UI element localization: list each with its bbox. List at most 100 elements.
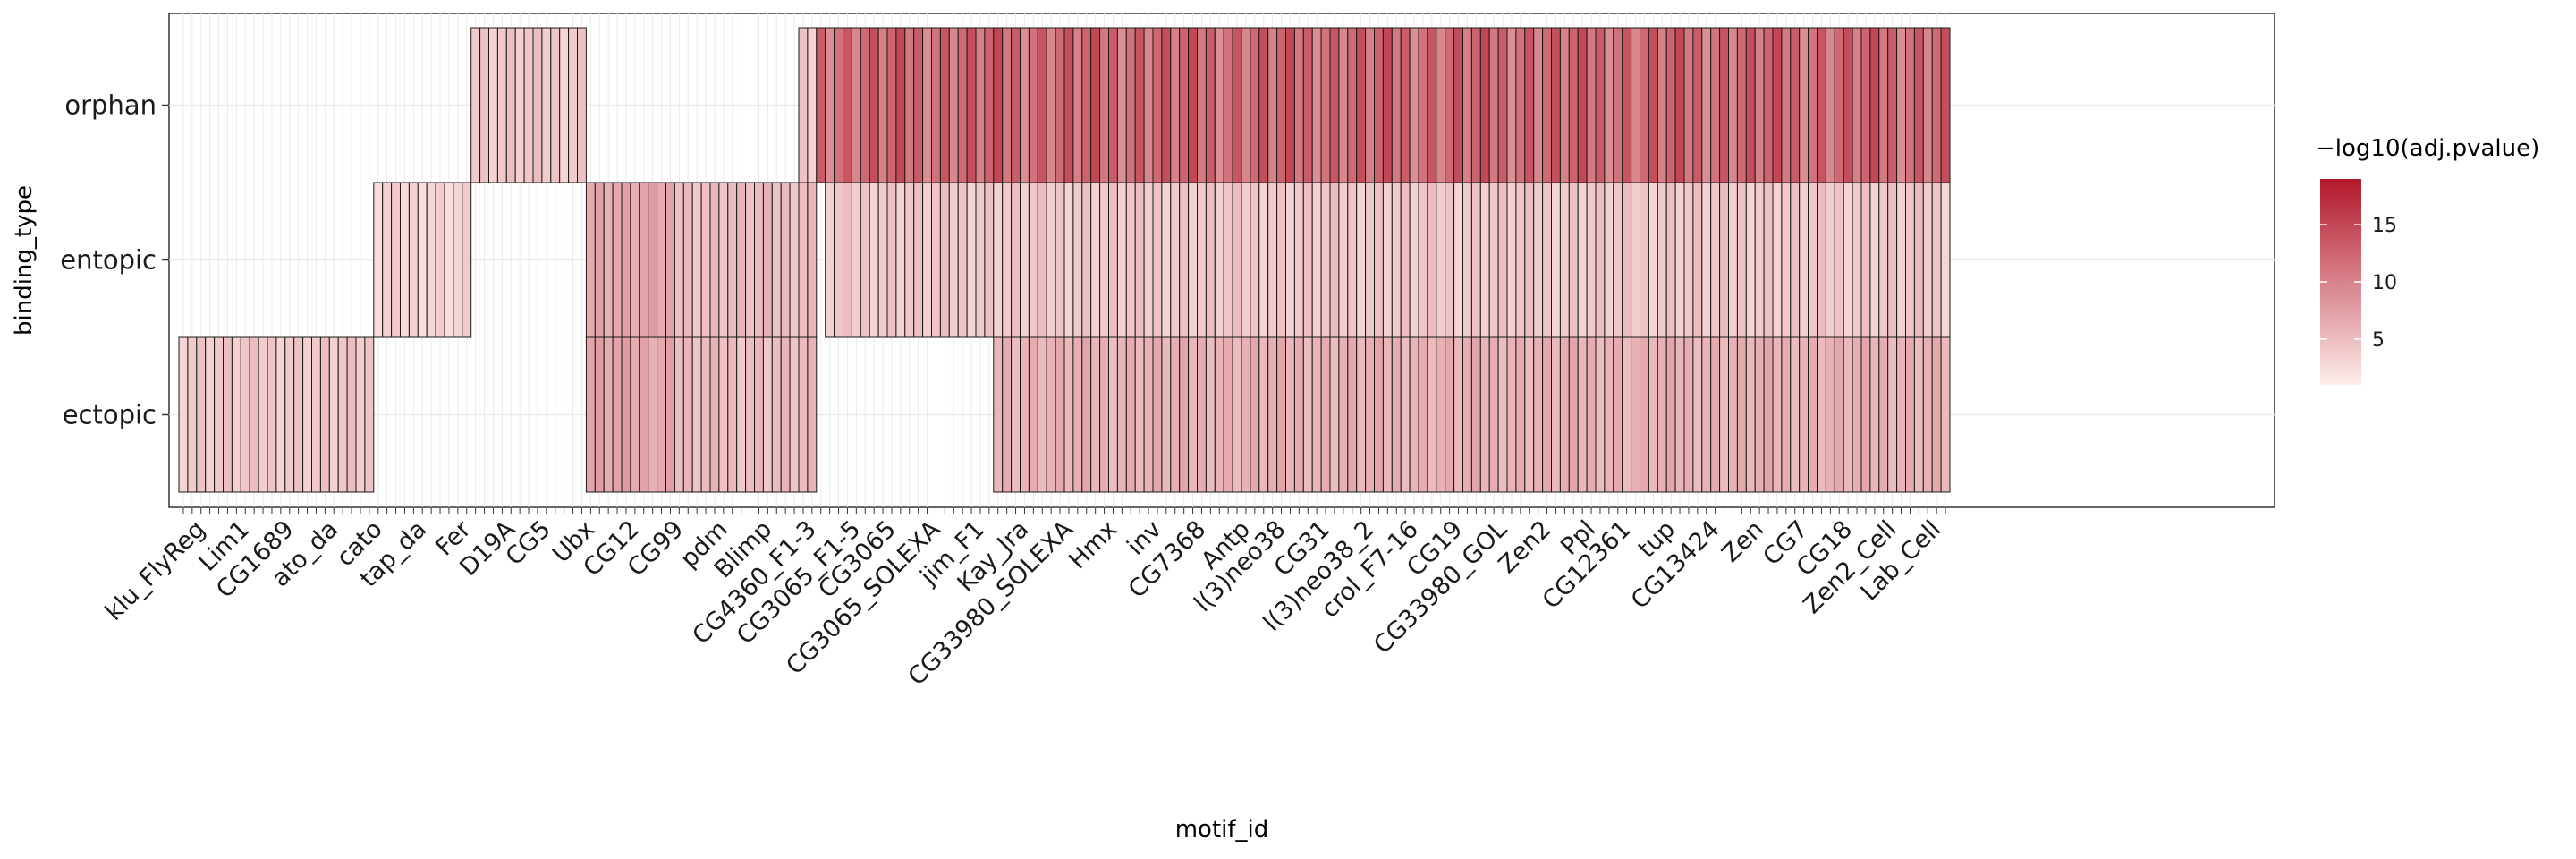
heatmap-cell (612, 336, 623, 493)
heatmap-cell (1479, 27, 1490, 183)
heatmap-cell (1320, 27, 1331, 183)
heatmap-cell (1781, 336, 1792, 493)
heatmap-cell (993, 182, 1004, 338)
heatmap-cell (1400, 182, 1411, 338)
heatmap-cell (1063, 27, 1074, 183)
heatmap-cell (1683, 182, 1694, 338)
heatmap-cell (435, 182, 445, 338)
heatmap-cell (1356, 336, 1367, 493)
heatmap-cell (1533, 336, 1544, 493)
heatmap-cell (1046, 182, 1056, 338)
heatmap-cell (1356, 182, 1367, 338)
heatmap-cell (1241, 27, 1251, 183)
heatmap-cell (1808, 336, 1818, 493)
heatmap-cell (1143, 336, 1154, 493)
heatmap-cell (807, 27, 818, 183)
heatmap-cell (957, 182, 968, 338)
heatmap-cell (754, 336, 764, 493)
heatmap-cell (1329, 336, 1340, 493)
heatmap-cell (1436, 182, 1446, 338)
heatmap-cell (1772, 336, 1783, 493)
heatmap-cell (1427, 336, 1437, 493)
heatmap-cell (1701, 336, 1712, 493)
heatmap-cell (825, 182, 835, 338)
heatmap-cell (1453, 182, 1463, 338)
heatmap-cell (798, 336, 809, 493)
heatmap-cell (798, 27, 809, 183)
heatmap-cell (843, 27, 852, 183)
heatmap-cell (1674, 27, 1685, 183)
heatmap-cell (1090, 27, 1101, 183)
heatmap-cell (417, 182, 428, 338)
heatmap-cell (1453, 27, 1463, 183)
heatmap-cell (1214, 27, 1224, 183)
heatmap-cell (1648, 27, 1658, 183)
heatmap-cell (1267, 182, 1278, 338)
heatmap-cell (1551, 336, 1561, 493)
heatmap-cell (1028, 182, 1038, 338)
heatmap-cell (1488, 27, 1499, 183)
heatmap-cell (1258, 182, 1269, 338)
heatmap-cell (1055, 27, 1065, 183)
heatmap-cell (745, 336, 755, 493)
heatmap-cell (1631, 182, 1640, 338)
heatmap-cell (267, 336, 277, 493)
heatmap-cell (1772, 182, 1783, 338)
y-axis-title: binding_type (11, 185, 38, 336)
heatmap-cell (895, 27, 906, 183)
heatmap-cell (754, 182, 764, 338)
heatmap-cell (1258, 27, 1269, 183)
heatmap-cell (1692, 182, 1703, 338)
heatmap-cell (939, 182, 950, 338)
heatmap-cell (1817, 27, 1826, 183)
heatmap-cell (1320, 182, 1331, 338)
heatmap-cell (1808, 27, 1818, 183)
heatmap-cell (869, 27, 879, 183)
heatmap-cell (700, 182, 711, 338)
heatmap-cell (682, 336, 693, 493)
heatmap-cell (258, 336, 268, 493)
heatmap-cell (1515, 27, 1526, 183)
heatmap-cell (1763, 182, 1774, 338)
heatmap-cell (1188, 27, 1198, 183)
heatmap-cell (382, 182, 393, 338)
heatmap-cell (1382, 182, 1393, 338)
heatmap-cell (1293, 182, 1304, 338)
heatmap-cell (807, 336, 818, 493)
heatmap-cell (1037, 336, 1047, 493)
heatmap-cell (762, 336, 773, 493)
y-tick-label: entopic (60, 245, 157, 276)
heatmap-cell (922, 182, 932, 338)
heatmap-cell (1081, 182, 1092, 338)
heatmap-cell (1719, 27, 1729, 183)
heatmap-cell (957, 27, 968, 183)
heatmap-cell (1479, 336, 1490, 493)
heatmap-cell (1940, 182, 1951, 338)
heatmap-cell (205, 336, 216, 493)
heatmap-cell (1046, 336, 1056, 493)
heatmap-cell (1533, 182, 1544, 338)
heatmap-cell (1665, 182, 1676, 338)
heatmap-cell (1161, 182, 1172, 338)
heatmap-cell (1622, 182, 1632, 338)
heatmap-cell (1905, 27, 1915, 183)
heatmap-cell (1400, 336, 1411, 493)
heatmap-cell (249, 336, 259, 493)
heatmap-cell (1197, 27, 1207, 183)
heatmap-cell (1125, 27, 1136, 183)
heatmap-cell (559, 27, 570, 183)
heatmap-cell (196, 336, 207, 493)
heatmap-cell (1586, 27, 1597, 183)
heatmap-cell (1170, 336, 1181, 493)
heatmap-cell (1657, 336, 1667, 493)
heatmap-cell (736, 182, 747, 338)
heatmap-cell (1099, 27, 1109, 183)
heatmap-cell (400, 182, 410, 338)
heatmap-cell (1258, 336, 1269, 493)
heatmap-cell (1745, 336, 1756, 493)
heatmap-cell (1940, 336, 1951, 493)
heatmap-cell (240, 336, 250, 493)
heatmap-cell (585, 336, 596, 493)
heatmap-cell (1418, 336, 1428, 493)
heatmap-cell (1365, 182, 1375, 338)
